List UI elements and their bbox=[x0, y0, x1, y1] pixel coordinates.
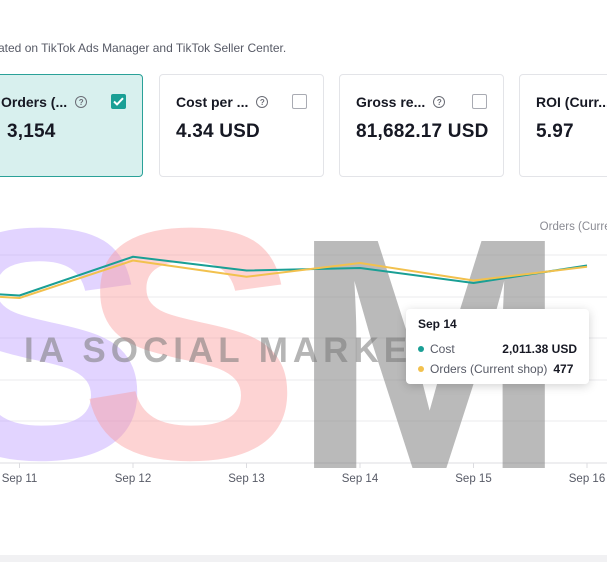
x-tick-label: Sep 12 bbox=[115, 473, 151, 485]
tooltip-row-cost: Cost 2,011.38 USD bbox=[418, 339, 577, 359]
watermark-letter: S bbox=[0, 159, 150, 528]
metric-checkbox[interactable] bbox=[111, 94, 126, 109]
metric-value: 5.97 bbox=[536, 121, 574, 142]
orders-legend-dot bbox=[418, 366, 424, 372]
metric-checkbox[interactable] bbox=[472, 94, 487, 109]
help-icon[interactable]: ? bbox=[75, 96, 88, 108]
tooltip-series-value: 477 bbox=[553, 362, 574, 376]
data-source-note: ated on TikTok Ads Manager and TikTok Se… bbox=[0, 41, 287, 55]
tooltip-row-orders: Orders (Current shop) 477 bbox=[418, 359, 577, 379]
x-tick-label: Sep 14 bbox=[342, 473, 379, 485]
metric-label: ROI (Curr... bbox=[536, 94, 607, 110]
metric-value: 81,682.17 USD bbox=[356, 121, 489, 142]
tooltip-series-value: 2,011.38 USD bbox=[502, 342, 577, 356]
metric-label: Orders (... bbox=[1, 94, 68, 110]
tooltip-date: Sep 14 bbox=[418, 317, 457, 331]
metric-card-orders[interactable]: Orders (... ? 3,154 bbox=[0, 74, 143, 177]
cost-legend-dot bbox=[418, 346, 424, 352]
help-icon[interactable]: ? bbox=[433, 96, 446, 108]
help-icon[interactable]: ? bbox=[256, 96, 269, 108]
tooltip-series-name: Cost bbox=[430, 342, 455, 356]
metric-checkbox[interactable] bbox=[292, 94, 307, 109]
tooltip-series-name: Orders (Current shop) bbox=[430, 362, 548, 376]
x-tick-label: Sep 16 bbox=[569, 473, 605, 485]
metric-card-gross-revenue[interactable]: Gross re... ? 81,682.17 USD bbox=[339, 74, 504, 177]
metric-label: Cost per ... bbox=[176, 94, 249, 110]
metric-card-cost-per-order[interactable]: Cost per ... ? 4.34 USD bbox=[159, 74, 324, 177]
x-tick-label: Sep 13 bbox=[228, 473, 264, 485]
watermark-letter: S bbox=[80, 159, 300, 528]
metric-label: Gross re... bbox=[356, 94, 426, 110]
chart-tooltip: Sep 14 Cost 2,011.38 USD Orders (Current… bbox=[406, 309, 589, 384]
x-tick-label: Sep 11 bbox=[2, 473, 38, 485]
metric-value: 4.34 USD bbox=[176, 121, 260, 142]
metric-value: 3,154 bbox=[7, 121, 56, 142]
metric-card-roi[interactable]: ROI (Curr... 5.97 bbox=[519, 74, 607, 177]
series-line-orders bbox=[0, 259, 588, 299]
y-axis-label: Orders (Curren bbox=[539, 221, 607, 233]
series-line-cost bbox=[0, 255, 588, 297]
x-tick-label: Sep 15 bbox=[455, 473, 491, 485]
check-icon bbox=[113, 97, 124, 106]
bottom-scroll-area bbox=[0, 555, 607, 562]
